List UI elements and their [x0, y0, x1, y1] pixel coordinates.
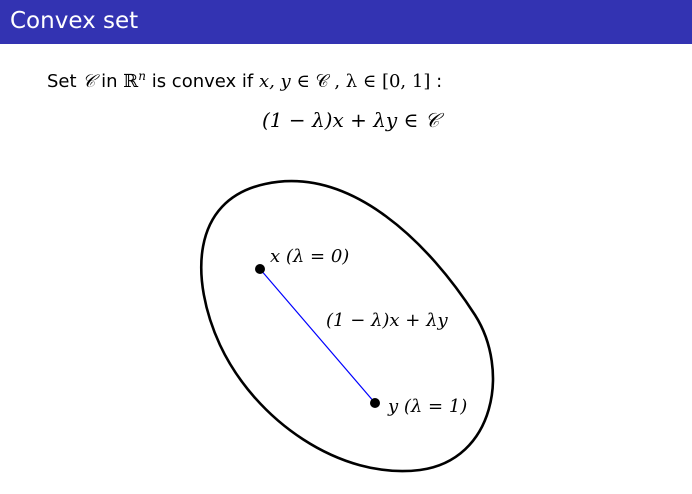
definition-middle: is convex if: [145, 71, 259, 92]
convex-set-outline: [199, 179, 495, 473]
point-x-label: x (λ = 0): [270, 246, 350, 267]
lambda-condition: λ ∈ [0, 1]: [345, 71, 431, 92]
definition-in-word: in: [95, 71, 124, 92]
definition-vars: x, y: [258, 71, 291, 92]
point-y-label: y (λ = 1): [388, 396, 468, 417]
convex-combination-formula: (1 − λ)x + λy ∈ 𝒞: [262, 108, 440, 132]
definition-prefix: Set: [47, 71, 83, 92]
set-symbol: 𝒞: [82, 71, 96, 92]
definition-line: Set 𝒞 in ℝn is convex if x, y ∈ 𝒞 , λ ∈ …: [47, 65, 442, 93]
point-x: [255, 264, 265, 274]
point-y: [370, 398, 380, 408]
segment-label: (1 − λ)x + λy: [326, 310, 448, 331]
segment-x-y: [259, 268, 376, 404]
space-exponent: n: [138, 69, 146, 83]
slide-title: Convex set: [10, 8, 139, 34]
space-symbol: ℝ: [123, 71, 139, 92]
title-bar: Convex set: [0, 0, 692, 44]
definition-suffix: :: [430, 71, 443, 92]
membership-condition: ∈ 𝒞 ,: [290, 71, 346, 92]
